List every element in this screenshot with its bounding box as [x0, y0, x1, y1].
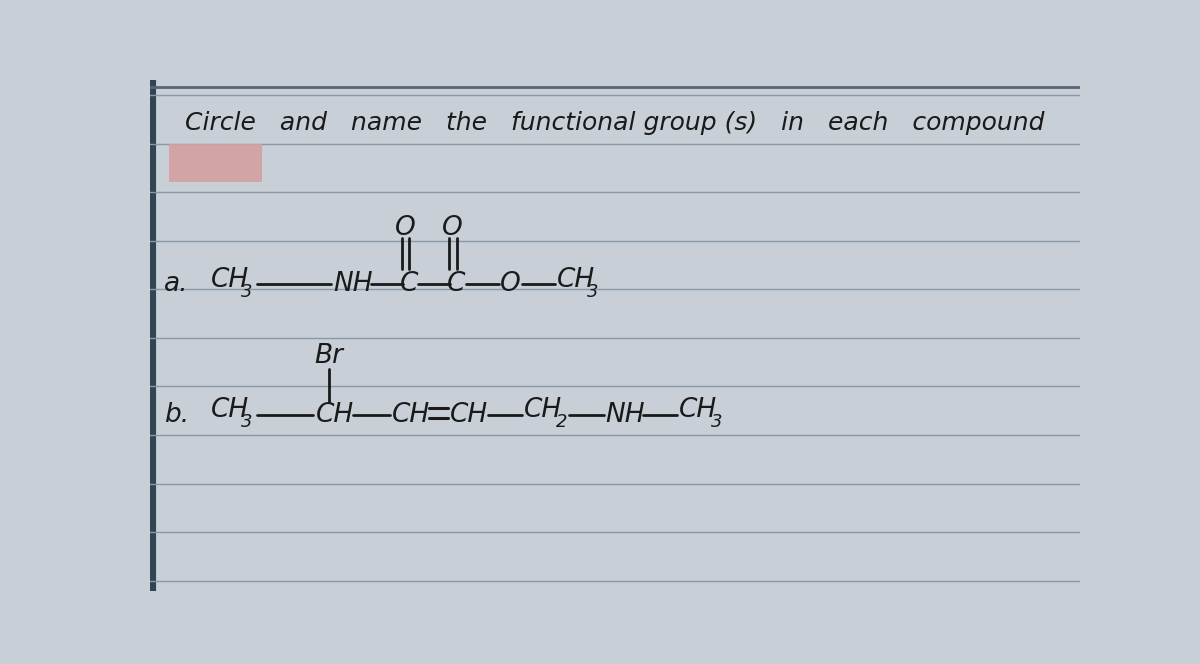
Bar	[168, 143, 262, 182]
Text: C: C	[446, 271, 466, 297]
Text: Br: Br	[314, 343, 343, 369]
Text: CH: CH	[524, 398, 562, 424]
Text: Circle   and   name   the   functional group (s)   in   each   compound: Circle and name the functional group (s)…	[185, 111, 1045, 135]
Text: CH: CH	[391, 402, 430, 428]
Text: NH: NH	[334, 271, 373, 297]
Text: CH: CH	[210, 267, 248, 293]
Text: 2: 2	[556, 413, 566, 431]
Text: 3: 3	[710, 413, 722, 431]
Text: O: O	[442, 215, 463, 241]
Text: a.: a.	[164, 271, 188, 297]
Text: O: O	[499, 271, 521, 297]
Text: CH: CH	[557, 267, 595, 293]
Text: b.: b.	[164, 402, 190, 428]
Text: CH: CH	[679, 398, 718, 424]
Text: CH: CH	[316, 402, 354, 428]
Text: CH: CH	[210, 398, 248, 424]
Text: 3: 3	[241, 283, 253, 301]
Text: CH: CH	[450, 402, 487, 428]
Text: 3: 3	[587, 283, 599, 301]
Text: C: C	[400, 271, 419, 297]
Text: 3: 3	[241, 413, 253, 431]
Text: O: O	[395, 215, 415, 241]
Text: NH: NH	[606, 402, 646, 428]
